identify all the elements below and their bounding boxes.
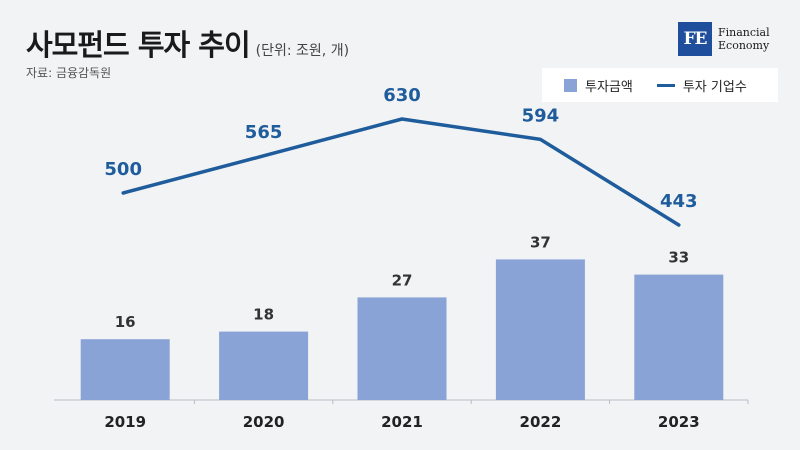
chart-title: 사모펀드 투자 추이 (26, 28, 251, 62)
logo-line-1: Financial (718, 26, 770, 39)
bar (357, 297, 447, 400)
bar (219, 331, 309, 400)
bar (495, 259, 585, 400)
x-tick-label: 2022 (520, 413, 562, 431)
logo-mark: FE (678, 22, 712, 56)
logo-line-2: Economy (718, 39, 770, 52)
title-row: 사모펀드 투자 추이 (단위: 조원, 개) (26, 22, 349, 64)
x-tick-label: 2023 (658, 413, 700, 431)
line-series (121, 117, 681, 227)
line-value-label: 565 (245, 122, 283, 143)
legend-bar-label: 투자금액 (585, 79, 633, 95)
x-tick-label: 2020 (243, 413, 285, 431)
legend-line-swatch (656, 83, 675, 87)
line-value-label: 500 (104, 159, 142, 180)
chart-legend: 투자금액 투자 기업수 (542, 68, 778, 102)
legend-bar-swatch (564, 78, 577, 92)
x-tick-label: 2019 (104, 413, 146, 431)
legend-line-label: 투자 기업수 (682, 79, 747, 95)
bar (634, 274, 724, 400)
unit-label: (단위: 조원, 개) (255, 43, 350, 59)
bar-value-label: 37 (530, 233, 551, 251)
line-value-label: 630 (383, 85, 421, 106)
x-tick-label: 2021 (381, 413, 423, 431)
bar-value-label: 33 (668, 249, 689, 267)
source-label: 자료: 금융감독원 (26, 66, 112, 80)
bar-value-label: 18 (253, 306, 274, 324)
bar-value-label: 27 (392, 271, 413, 289)
bar-value-label: 16 (115, 313, 136, 331)
brand-logo: FE Financial Economy (678, 22, 770, 56)
bar (80, 339, 170, 400)
line-value-label: 594 (522, 105, 560, 126)
line-value-label: 443 (660, 191, 698, 212)
logo-text: Financial Economy (718, 26, 770, 52)
